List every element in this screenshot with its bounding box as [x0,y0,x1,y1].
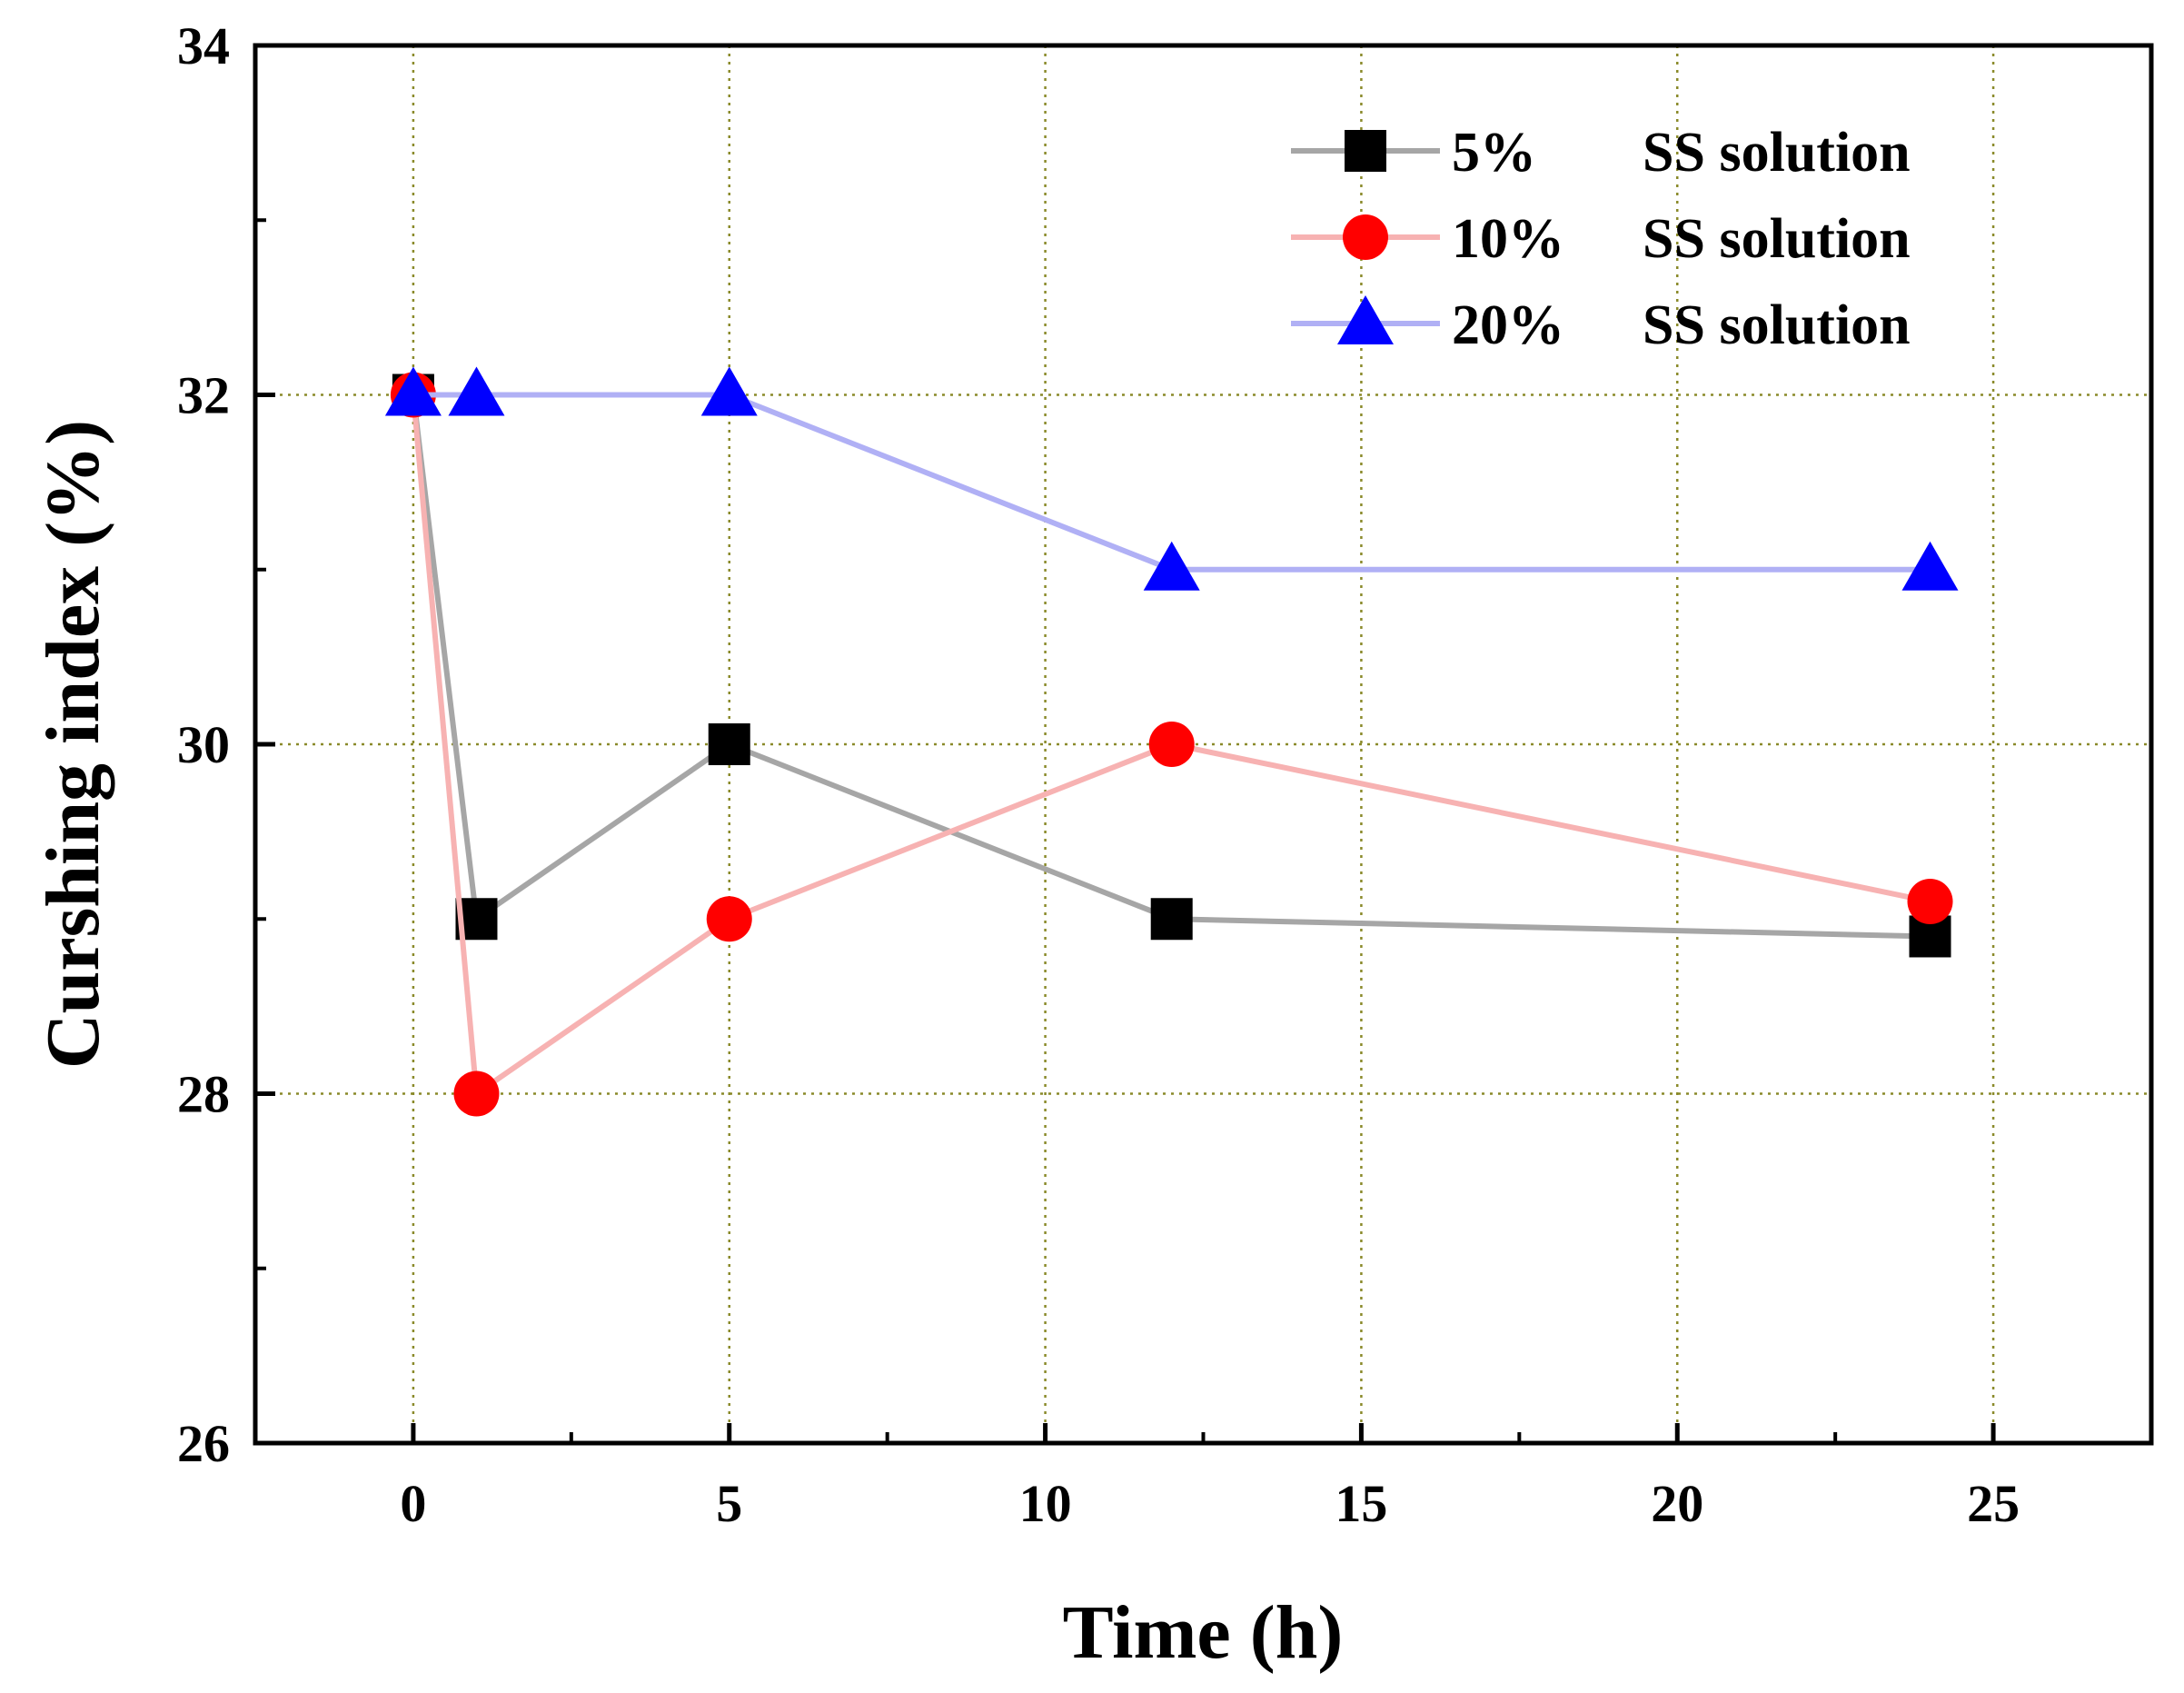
y-axis-title: Curshing index (%) [31,420,115,1069]
legend: 5% SS solution 10% SS solution 20% SS solutio… [1291,122,1911,356]
legend-marker-circle [1343,214,1388,260]
x-axis-title: Time (h) [1063,1590,1344,1675]
data-point-circle [1148,722,1195,767]
data-point-square [708,723,750,765]
y-tick-label: 28 [177,1065,230,1124]
legend-marker-square [1345,130,1386,172]
legend-label-name: 10% [1452,208,1564,270]
legend-item-3: 20% SS solution [1291,294,1911,356]
legend-item-1: 5% SS solution [1291,122,1911,184]
data-point-circle [453,1071,500,1117]
legend-label-suffix: SS solution [1643,122,1911,184]
y-tick-label: 30 [177,715,230,774]
x-tick-label: 5 [716,1474,742,1533]
x-tick-label: 25 [1967,1474,2020,1533]
data-point-triangle [1143,541,1200,591]
x-tick-label: 15 [1335,1474,1387,1533]
data-point-circle [1907,879,1953,925]
y-tick-label: 34 [177,16,230,75]
data-point-triangle [700,366,758,416]
grid-lines [255,45,2151,1443]
series-3 [384,366,1959,591]
x-tick-label: 20 [1651,1474,1703,1533]
x-tick-label: 10 [1019,1474,1072,1533]
data-point-triangle [384,366,442,416]
x-tick-label: 0 [400,1474,426,1533]
data-point-square [1150,898,1193,941]
data-point-triangle [448,366,505,416]
tick-labels: 0 5 10 15 20 25 26 28 30 32 34 [177,16,2020,1533]
data-point-circle [706,896,752,942]
data-point-triangle [1901,541,1959,591]
series-group [384,366,1959,1117]
legend-label-suffix: SS solution [1643,208,1911,270]
legend-label-name: 20% [1452,294,1564,356]
y-tick-label: 32 [177,366,230,425]
axis-ticks [255,43,1996,1446]
y-tick-label: 26 [177,1414,230,1473]
legend-item-2: 10% SS solution [1291,208,1911,270]
legend-label-name: 5% [1452,122,1536,184]
legend-label-suffix: SS solution [1643,294,1911,356]
legend-marker-triangle [1337,295,1394,344]
series-1 [392,373,1951,958]
